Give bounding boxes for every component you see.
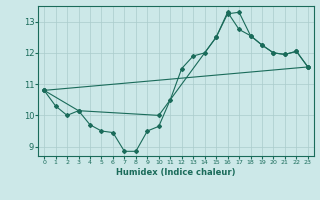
X-axis label: Humidex (Indice chaleur): Humidex (Indice chaleur) bbox=[116, 168, 236, 177]
